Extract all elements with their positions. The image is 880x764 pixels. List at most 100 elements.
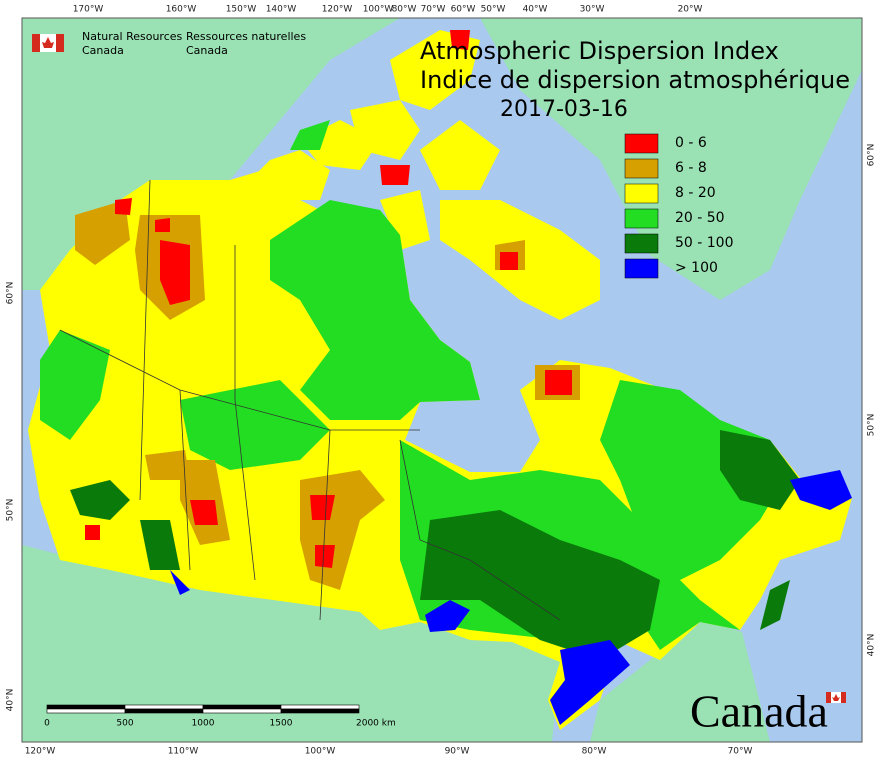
legend-swatch	[624, 208, 659, 229]
dispersion-zone	[190, 500, 218, 525]
border	[139, 179, 151, 501]
dispersion-zone	[140, 520, 180, 570]
legend-swatch	[624, 258, 659, 279]
dispersion-zone	[600, 380, 790, 580]
dispersion-zone	[290, 120, 330, 150]
dispersion-zone	[720, 430, 800, 510]
scale-segment	[124, 708, 204, 714]
scale-segment	[124, 704, 204, 710]
nrcan-signature	[32, 34, 64, 52]
scale-label: 1500	[270, 719, 293, 729]
dispersion-zone	[550, 640, 630, 725]
legend-swatch	[624, 233, 659, 254]
graticule-label: 90°W	[445, 747, 470, 757]
graticule-label: 40°W	[523, 5, 548, 15]
legend-label: 8 - 20	[675, 185, 716, 201]
legend-label: 6 - 8	[675, 160, 707, 176]
graticule-label: 50°N	[6, 499, 16, 522]
graticule-label: 40°N	[6, 689, 16, 712]
dispersion-zone	[500, 252, 518, 270]
graticule-label: 80°W	[582, 747, 607, 757]
dispersion-zone	[545, 370, 572, 395]
graticule-label: 50°W	[481, 5, 506, 15]
legend-swatch	[624, 158, 659, 179]
map-date: 2017-03-16	[500, 97, 628, 122]
graticule-label: 40°N	[867, 634, 877, 657]
graticule-label: 70°W	[421, 5, 446, 15]
graticule-label: 120°W	[322, 5, 353, 15]
dispersion-zone	[790, 470, 852, 510]
dispersion-zone	[145, 450, 190, 480]
scale-label: 500	[116, 719, 133, 729]
border	[59, 329, 420, 431]
flag-leaf	[42, 37, 54, 48]
flag-bar	[32, 34, 40, 52]
scale-segment	[202, 704, 282, 710]
scale-label: 1000	[192, 719, 215, 729]
legend-label: 0 - 6	[675, 135, 707, 151]
graticule-label: 160°W	[166, 5, 197, 15]
graticule-label: 100°W	[363, 5, 394, 15]
dispersion-zone	[170, 570, 190, 595]
dispersion-zone	[160, 240, 190, 305]
flag-bar	[56, 34, 64, 52]
wordmark-flag	[826, 692, 846, 703]
graticule-label: 80°W	[392, 5, 417, 15]
graticule-label: 20°W	[678, 5, 703, 15]
flag-bar	[826, 692, 831, 703]
alaska	[22, 18, 400, 290]
border	[319, 429, 331, 621]
arctic-island	[380, 190, 430, 250]
dispersion-zone	[315, 545, 335, 568]
legend-swatch	[624, 133, 659, 154]
dispersion-zones	[28, 30, 852, 730]
legend-label: 50 - 100	[675, 235, 734, 251]
agency-en: Canada	[82, 44, 124, 57]
graticule-label: 60°N	[867, 144, 877, 167]
dispersion-zone	[75, 200, 130, 265]
scale-segment	[46, 708, 126, 714]
scale-segment	[280, 704, 360, 710]
graticule-label: 110°W	[168, 747, 199, 757]
graticule-label: 60°N	[6, 282, 16, 305]
graticule-label: 30°W	[580, 5, 605, 15]
provincial-borders	[59, 179, 561, 621]
graticule-label: 120°W	[25, 747, 56, 757]
map-subtitle: Indice de dispersion atmosphérique	[420, 66, 850, 94]
agency-fr: Ressources naturelles	[186, 30, 306, 43]
arctic-island	[350, 100, 420, 160]
dispersion-zone	[40, 330, 110, 440]
graticule-label: 100°W	[305, 747, 336, 757]
land	[22, 18, 862, 742]
dispersion-zone	[760, 580, 790, 630]
dispersion-zone	[420, 510, 660, 660]
dispersion-zone	[380, 165, 410, 185]
graticule-label: 70°W	[728, 747, 753, 757]
dispersion-zone	[450, 30, 470, 50]
scale-segment	[280, 708, 360, 714]
scale-label: 2000 km	[356, 719, 396, 729]
arctic-island	[390, 30, 480, 110]
flag-bar	[841, 692, 846, 703]
agency-en: Natural Resources	[82, 30, 183, 43]
arctic-island	[420, 120, 500, 190]
dispersion-zone	[85, 525, 100, 540]
map-title: Atmospheric Dispersion Index	[420, 37, 779, 65]
dispersion-zone	[155, 218, 170, 232]
scale-segment	[202, 708, 282, 714]
united-states	[22, 545, 560, 742]
united-states-east	[590, 620, 770, 742]
map-border	[21, 17, 863, 743]
graticule-label: 150°W	[226, 5, 257, 15]
dispersion-zone	[270, 200, 480, 420]
graticule-label: 50°N	[867, 414, 877, 437]
graticule-label: 140°W	[266, 5, 297, 15]
border	[399, 439, 561, 621]
legend-label: 20 - 50	[675, 210, 725, 226]
dispersion-zone	[425, 600, 470, 632]
greenland	[480, 18, 862, 300]
scale-label: 0	[44, 719, 50, 729]
dispersion-zone	[70, 480, 130, 520]
